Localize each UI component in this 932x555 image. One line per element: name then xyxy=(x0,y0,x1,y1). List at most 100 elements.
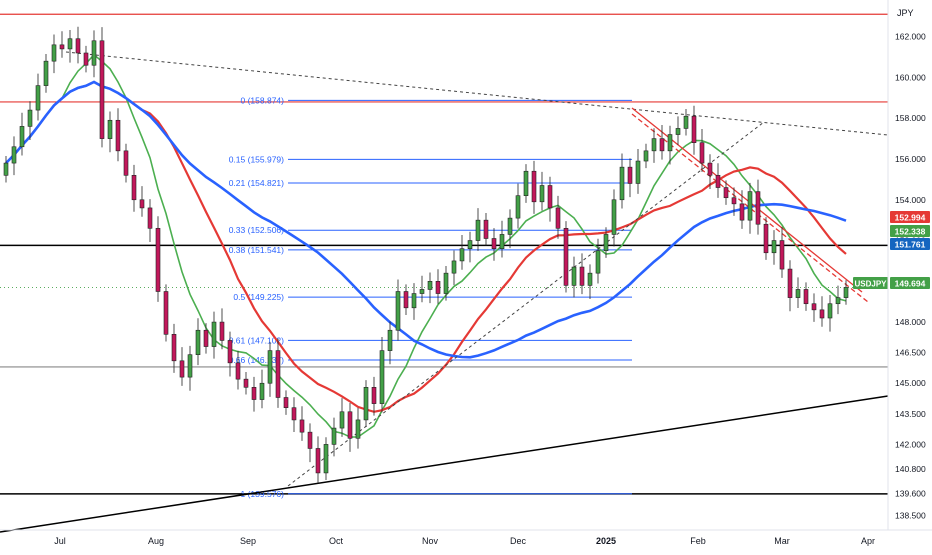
candle-22 xyxy=(179,347,185,386)
price-tick-7: 148.000 xyxy=(895,317,926,327)
candle-body xyxy=(307,431,313,449)
candle-body xyxy=(155,228,161,292)
candle-53 xyxy=(427,272,433,304)
candle-13 xyxy=(107,111,113,153)
candle-body xyxy=(547,185,553,209)
candle-10 xyxy=(83,45,89,73)
candle-43 xyxy=(347,403,353,452)
candle-36 xyxy=(291,397,297,432)
rising-support-trendline xyxy=(0,395,889,533)
candle-body xyxy=(355,419,361,439)
candle-body xyxy=(259,382,265,400)
candle-body xyxy=(115,119,121,152)
fib-label-0.61: 0.61 (147.102) xyxy=(229,335,284,345)
candle-30 xyxy=(243,372,249,395)
candle-103 xyxy=(827,294,833,332)
candle-body xyxy=(635,160,641,184)
candle-body xyxy=(707,162,713,176)
candle-57 xyxy=(459,235,465,270)
candle-98 xyxy=(787,260,793,312)
candle-66 xyxy=(531,160,537,214)
time-tick-4: Nov xyxy=(422,536,439,546)
price-tick-3: 156.000 xyxy=(895,154,926,164)
price-tick-11: 142.000 xyxy=(895,439,926,449)
candle-body xyxy=(755,191,761,225)
price-tag-1: 152.338 xyxy=(890,225,930,237)
price-tick-13: 139.600 xyxy=(895,488,926,498)
candle-69 xyxy=(555,195,561,239)
price-tag-value: 152.994 xyxy=(895,213,926,223)
candle-body xyxy=(291,407,297,421)
price-tick-1: 160.000 xyxy=(895,72,926,82)
candle-body xyxy=(235,362,241,380)
candle-body xyxy=(787,268,793,298)
time-axis[interactable]: Jul Aug Sep Oct Nov Dec 2025 Feb Mar Apr xyxy=(54,536,875,546)
time-tick-9: Apr xyxy=(861,536,875,546)
fib-label-0.5: 0.5 (149.225) xyxy=(233,292,284,302)
candle-body xyxy=(811,303,817,311)
price-tag-value: 149.694 xyxy=(895,279,926,289)
candle-body xyxy=(283,397,289,408)
candle-body xyxy=(475,219,481,241)
candle-body xyxy=(179,360,185,378)
candle-body xyxy=(99,40,105,139)
candle-body xyxy=(763,223,769,254)
candle-body xyxy=(275,350,281,398)
candle-body xyxy=(395,291,401,331)
candle-body xyxy=(731,197,737,205)
candle-body xyxy=(739,203,745,221)
candle-body xyxy=(267,350,273,384)
candle-body xyxy=(35,85,41,111)
candle-89 xyxy=(715,163,721,198)
time-tick-3: Oct xyxy=(329,536,344,546)
candle-body xyxy=(187,354,193,378)
price-tag-box xyxy=(890,238,930,250)
candle-67 xyxy=(539,171,545,211)
candle-body xyxy=(59,44,65,50)
candle-body xyxy=(171,334,177,362)
candle-body xyxy=(331,427,337,445)
candle-46 xyxy=(371,376,377,416)
candle-80 xyxy=(643,143,649,169)
candle-body xyxy=(483,219,489,239)
fibonacci-retracement: 0 (158.874) 0.15 (155.979) 0.21 (154.821) 0… xyxy=(229,95,632,499)
candle-29 xyxy=(235,350,241,390)
candle-body xyxy=(219,321,225,341)
candle-97 xyxy=(779,226,785,278)
candle-body xyxy=(571,266,577,286)
price-tick-10: 143.500 xyxy=(895,409,926,419)
candle-23 xyxy=(187,345,193,391)
candle-body xyxy=(403,291,409,309)
candle-63 xyxy=(507,209,513,249)
candle-3 xyxy=(27,101,33,141)
fib-label-1: 1 (139.576) xyxy=(241,489,285,499)
candle-35 xyxy=(283,390,289,415)
rising-channel-dashed xyxy=(287,121,765,487)
candle-77 xyxy=(619,153,625,209)
candle-body xyxy=(771,240,777,254)
candle-body xyxy=(467,240,473,249)
candle-body xyxy=(619,166,625,201)
candle-39 xyxy=(315,436,321,484)
candle-99 xyxy=(795,277,801,309)
candle-45 xyxy=(363,380,369,428)
candle-104 xyxy=(835,285,841,315)
moving-average-blue xyxy=(5,80,847,359)
candle-body xyxy=(347,411,353,439)
time-tick-7: Feb xyxy=(690,536,706,546)
candle-26 xyxy=(211,311,217,359)
time-tick-8: Mar xyxy=(774,536,790,546)
candle-body xyxy=(643,150,649,162)
candle-body xyxy=(835,297,841,305)
candle-body xyxy=(435,281,441,294)
candle-body xyxy=(683,115,689,129)
candle-body xyxy=(323,444,329,474)
candle-body xyxy=(195,329,201,355)
time-tick-6: 2025 xyxy=(596,536,616,546)
candle-body xyxy=(363,387,369,421)
candle-body xyxy=(563,228,569,286)
candle-6 xyxy=(51,34,57,74)
candle-body xyxy=(627,166,633,184)
